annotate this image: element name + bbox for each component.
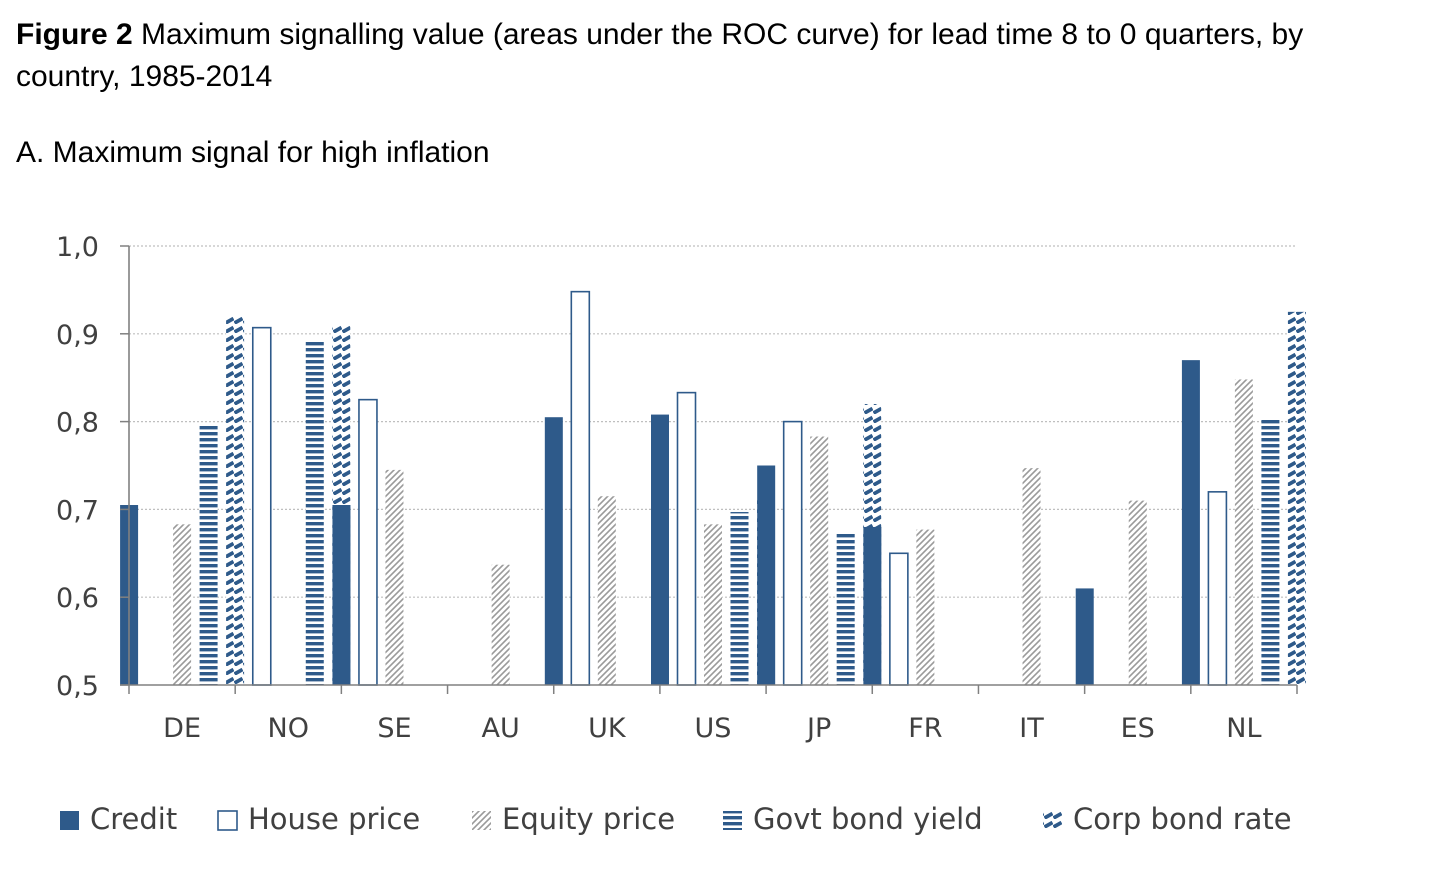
legend-swatch	[723, 811, 742, 830]
bar-fr-equity-price	[916, 529, 935, 685]
y-tick-label: 0,6	[56, 583, 99, 614]
bar-uk-house-price	[570, 290, 591, 686]
legend-label: Govt bond yield	[753, 802, 983, 836]
x-tick-label: NL	[1226, 713, 1261, 744]
bar-es-credit	[1075, 588, 1094, 685]
x-tick-label: SE	[377, 713, 411, 744]
bar-nl-house-price	[1207, 491, 1228, 686]
legend-item-govt-bond-yield: Govt bond yield	[723, 802, 983, 836]
axes	[120, 245, 1298, 694]
bar-us-govt-bond-yield	[730, 512, 749, 685]
legend-item-credit: Credit	[60, 802, 177, 836]
legend-item-corp-bond-rate: Corp bond rate	[1043, 802, 1292, 836]
bar-us-credit	[651, 414, 669, 685]
x-tick-label: ES	[1121, 713, 1155, 744]
bar-fr-credit	[863, 526, 882, 685]
bar-de-govt-bond-yield	[199, 424, 218, 685]
legend: Credit House price Equity price Govt bond y…	[60, 802, 1292, 836]
legend-label: Credit	[90, 802, 177, 836]
x-tick-label: DE	[163, 713, 201, 744]
bar-uk-credit	[544, 417, 563, 685]
x-tick-label: FR	[908, 713, 942, 744]
x-tick-label: US	[695, 713, 732, 744]
bar-es-equity-price	[1128, 500, 1147, 685]
legend-label: House price	[248, 802, 420, 836]
bar-jp-govt-bond-yield	[836, 533, 855, 685]
figure-caption-text: Maximum signalling value (areas under th…	[16, 18, 1304, 93]
figure-caption: Figure 2 Maximum signalling value (areas…	[16, 14, 1416, 98]
bar-se-credit	[332, 505, 351, 685]
legend-label: Equity price	[502, 802, 675, 836]
x-tick-label: NO	[268, 713, 309, 744]
bar-fr-house-price	[889, 552, 909, 686]
bar-no-house-price	[251, 326, 272, 686]
bar-au-equity-price	[491, 564, 510, 685]
bar-jp-credit	[757, 465, 776, 685]
bar-us-house-price	[676, 391, 697, 686]
bar-se-house-price	[358, 398, 378, 686]
bar-se-equity-price	[385, 469, 404, 685]
y-tick-label: 0,5	[56, 671, 99, 702]
bar-nl-corp-bond-rate	[1287, 311, 1306, 685]
y-tick-label: 1,0	[56, 232, 99, 263]
bar-de-equity-price	[173, 524, 192, 685]
legend-swatch	[60, 811, 79, 830]
figure-label: Figure 2	[16, 18, 133, 51]
y-tick-label: 0,8	[56, 408, 99, 439]
bar-uk-equity-price	[597, 496, 616, 685]
axis-labels: 0,5 0,6 0,7 0,8 0,9 1,0 DE NO SE AU UK US JP FR IT ES NL	[56, 232, 1261, 744]
bar-nl-equity-price	[1234, 379, 1253, 685]
bar-de-corp-bond-rate	[226, 316, 245, 685]
x-tick-label: IT	[1019, 713, 1044, 744]
legend-swatch	[472, 811, 491, 830]
bars	[120, 290, 1306, 686]
legend-item-equity-price: Equity price	[472, 802, 675, 836]
bar-us-equity-price	[704, 524, 722, 685]
panel-title: A. Maximum signal for high inflation	[16, 136, 490, 169]
bar-jp-house-price	[782, 420, 803, 686]
legend-swatch	[1043, 811, 1062, 830]
bar-nl-credit	[1181, 360, 1200, 685]
x-tick-label: JP	[805, 713, 831, 744]
bar-jp-equity-price	[810, 436, 829, 685]
legend-item-house-price: House price	[217, 802, 420, 836]
bar-nl-govt-bond-yield	[1261, 418, 1280, 685]
x-tick-label: AU	[482, 713, 520, 744]
bar-no-govt-bond-yield	[305, 340, 324, 685]
legend-label: Corp bond rate	[1073, 802, 1292, 836]
legend-swatch	[217, 810, 238, 831]
y-tick-label: 0,7	[56, 495, 99, 526]
x-tick-label: UK	[588, 713, 627, 744]
bar-it-equity-price	[1022, 468, 1041, 685]
y-tick-label: 0,9	[56, 320, 99, 351]
